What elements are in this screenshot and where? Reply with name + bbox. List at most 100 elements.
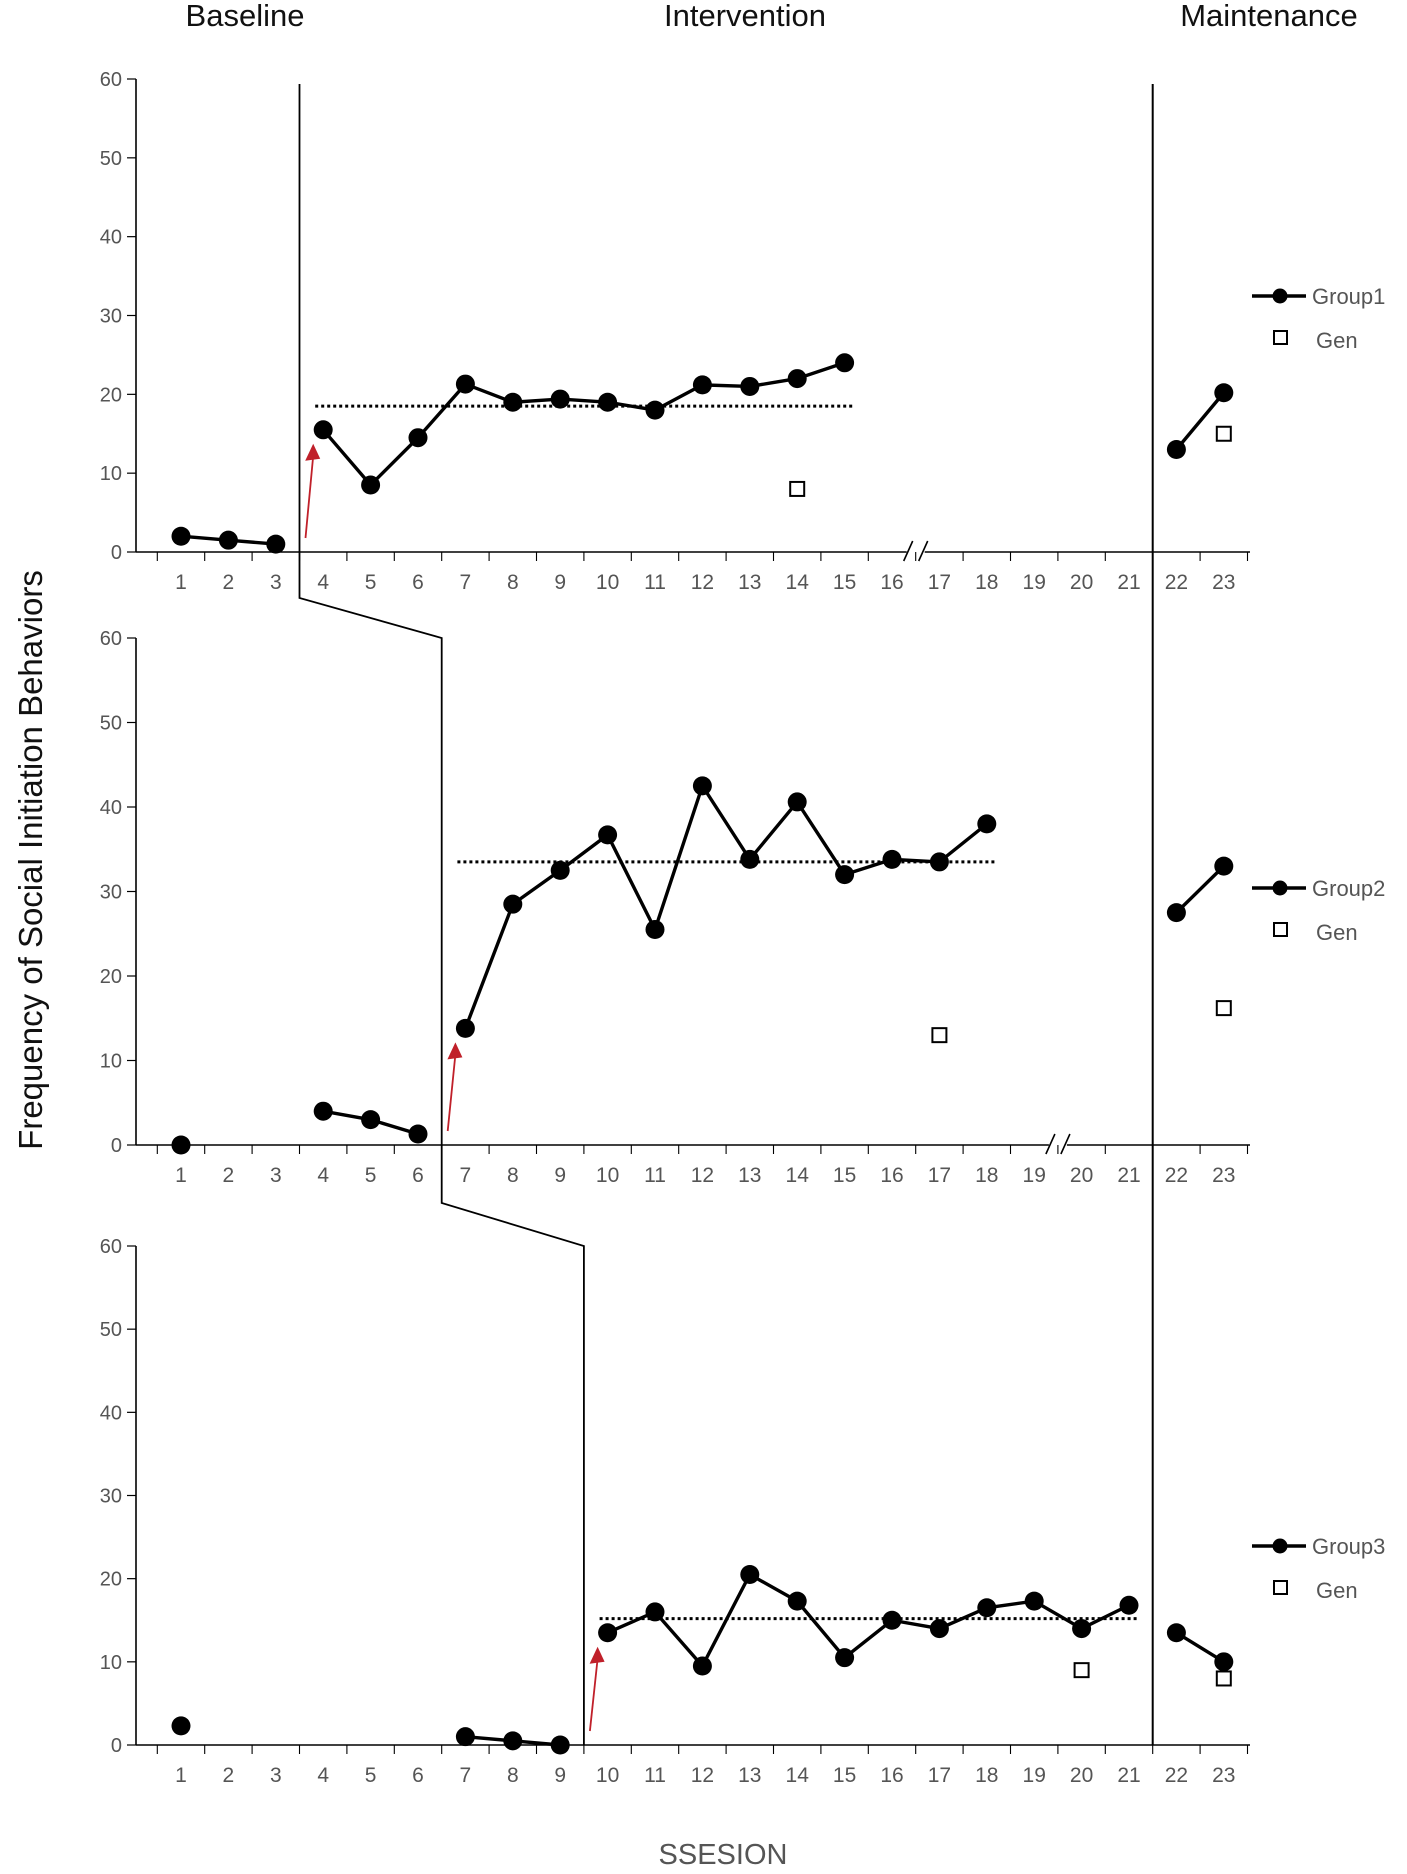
data-point: [645, 1602, 665, 1622]
x-tick-label: 21: [1117, 571, 1140, 594]
x-tick-label: 9: [554, 571, 566, 594]
legend-label-gen: Gen: [1316, 920, 1358, 945]
data-point: [455, 374, 475, 394]
data-point: [408, 428, 428, 448]
data-point: [503, 894, 523, 914]
data-point: [1072, 1619, 1092, 1639]
intervention-arrow-head: [447, 1042, 463, 1060]
gen-point: [1215, 425, 1232, 442]
phase-change-lines: [298, 84, 1154, 1745]
x-tick-label: 9: [554, 1164, 566, 1187]
y-tick-label: 50: [100, 713, 122, 735]
data-point: [598, 392, 618, 412]
y-tick-label: 30: [100, 882, 122, 904]
x-tick-label: 13: [738, 1764, 761, 1787]
x-tick-label: 19: [1023, 1764, 1046, 1787]
x-tick-label: 8: [507, 1764, 519, 1787]
y-tick-label: 0: [111, 1735, 122, 1757]
x-tick-label: 4: [317, 1764, 329, 1787]
x-tick-label: 23: [1212, 571, 1235, 594]
x-tick-label: 23: [1212, 1764, 1235, 1787]
phase-label-intervention: Intervention: [664, 0, 826, 33]
x-tick-label: 21: [1117, 1164, 1140, 1187]
x-tick-label: 4: [317, 1164, 329, 1187]
x-tick-label: 7: [460, 1764, 472, 1787]
legend: Group3 Gen: [1252, 1534, 1385, 1603]
x-tick-label: 22: [1165, 1164, 1188, 1187]
axis-break-mark: [917, 540, 929, 562]
y-tick-label: 0: [111, 1135, 122, 1157]
data-point: [361, 475, 381, 495]
x-tick-label: 10: [596, 1164, 619, 1187]
intervention-arrow-head: [305, 443, 321, 461]
x-tick-label: 1: [175, 1164, 187, 1187]
y-tick-label: 60: [100, 628, 122, 650]
x-axis-label: SSESION: [659, 1839, 788, 1871]
y-tick-label: 60: [100, 1236, 122, 1258]
data-point: [929, 1619, 949, 1639]
legend-label-group: Group2: [1312, 876, 1385, 901]
data-point: [503, 1731, 523, 1751]
x-tick-label: 14: [786, 1764, 810, 1787]
y-tick-label: 20: [100, 384, 122, 406]
data-point: [1166, 1623, 1186, 1643]
data-point: [835, 353, 855, 373]
y-tick-label: 30: [100, 1486, 122, 1508]
x-tick-label: 6: [412, 1764, 424, 1787]
x-tick-label: 20: [1070, 1764, 1093, 1787]
axis-break-mark: [1045, 1133, 1056, 1155]
x-tick-label: 3: [270, 1164, 282, 1187]
x-tick-label: 14: [786, 571, 810, 594]
x-tick-label: 15: [833, 571, 856, 594]
data-point: [1214, 383, 1234, 403]
axis-break-mark: [1060, 1133, 1071, 1155]
intervention-arrow: [589, 1658, 599, 1732]
x-tick-label: 9: [554, 1764, 566, 1787]
data-point: [503, 392, 523, 412]
y-tick-label: 10: [100, 463, 122, 485]
data-point: [550, 1735, 570, 1755]
data-point: [598, 825, 618, 845]
legend: Group1 Gen: [1252, 284, 1385, 353]
data-point: [171, 1135, 191, 1155]
series-line: [463, 781, 988, 1029]
x-tick-label: 11: [644, 571, 666, 594]
data-point: [1119, 1595, 1139, 1615]
data-point: [929, 852, 949, 872]
legend-label-gen: Gen: [1316, 328, 1358, 353]
x-tick-label: 12: [691, 1164, 714, 1187]
gen-point: [1215, 1000, 1232, 1017]
data-point: [787, 792, 807, 812]
series-line: [606, 1572, 1130, 1669]
data-point: [882, 1610, 902, 1630]
y-tick-label: 40: [100, 1402, 122, 1424]
data-point: [455, 1018, 475, 1038]
intervention-arrow: [304, 455, 315, 539]
data-point: [1024, 1591, 1044, 1611]
data-point: [740, 1565, 760, 1585]
y-tick-label: 20: [100, 966, 122, 988]
x-tick-label: 2: [223, 571, 235, 594]
intervention-arrow: [446, 1054, 457, 1132]
x-tick-label: 20: [1070, 571, 1093, 594]
x-tick-label: 17: [928, 1164, 951, 1187]
x-tick-label: 15: [833, 1764, 856, 1787]
phase-label-baseline: Baseline: [186, 0, 305, 33]
legend-label-group: Group1: [1312, 284, 1385, 309]
legend-dot-marker: [1272, 288, 1288, 304]
x-tick-label: 5: [365, 1164, 377, 1187]
x-tick-label: 16: [880, 1164, 903, 1187]
data-point: [692, 1656, 712, 1676]
x-tick-label: 6: [412, 571, 424, 594]
data-point: [787, 1591, 807, 1611]
gen-point: [789, 480, 806, 497]
x-tick-label: 16: [880, 1764, 903, 1787]
x-tick-label: 10: [596, 1764, 619, 1787]
x-tick-label: 2: [223, 1764, 235, 1787]
data-point: [645, 920, 665, 940]
x-tick-label: 8: [507, 1164, 519, 1187]
